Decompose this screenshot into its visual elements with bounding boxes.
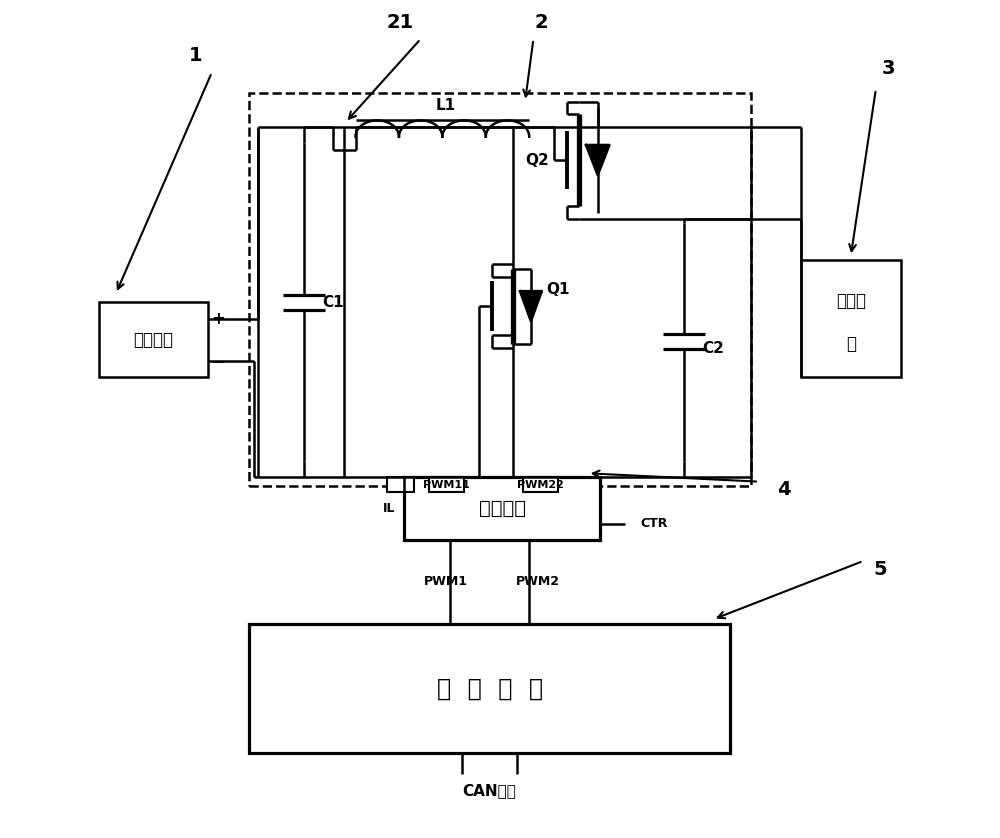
Text: 21: 21 [386, 13, 413, 32]
Text: +: + [211, 309, 225, 328]
Text: IL: IL [383, 502, 395, 515]
Text: −: − [211, 352, 225, 370]
Text: C1: C1 [322, 295, 344, 309]
Polygon shape [586, 145, 609, 175]
Text: C2: C2 [702, 340, 724, 355]
Text: L1: L1 [436, 98, 456, 113]
Text: 2: 2 [535, 13, 549, 32]
Text: 控  制  单  元: 控 制 单 元 [437, 676, 543, 701]
Text: 储能装置: 储能装置 [133, 331, 173, 349]
Text: PWM1: PWM1 [424, 576, 468, 588]
Text: 元: 元 [846, 335, 856, 354]
Bar [249, 623, 730, 753]
Bar [249, 93, 751, 486]
Text: CAN通讯: CAN通讯 [463, 784, 516, 798]
Text: PWM2: PWM2 [516, 576, 560, 588]
Text: Q2: Q2 [526, 153, 549, 168]
Polygon shape [520, 292, 542, 321]
Bar [429, 478, 464, 493]
Text: CTR: CTR [640, 517, 668, 530]
Text: 逻辑电路: 逻辑电路 [479, 499, 526, 518]
Text: PWM22: PWM22 [517, 480, 564, 490]
Text: PWM11: PWM11 [423, 480, 470, 490]
Text: 3: 3 [882, 59, 895, 78]
Bar [801, 261, 901, 377]
Text: Q1: Q1 [547, 282, 570, 297]
Bar [387, 478, 414, 493]
Text: 4: 4 [777, 480, 791, 499]
Text: 5: 5 [873, 560, 887, 579]
Bar [99, 302, 208, 377]
Bar [404, 478, 600, 541]
Bar [523, 478, 558, 493]
Text: 工作单: 工作单 [836, 292, 866, 310]
Text: 1: 1 [188, 46, 202, 65]
